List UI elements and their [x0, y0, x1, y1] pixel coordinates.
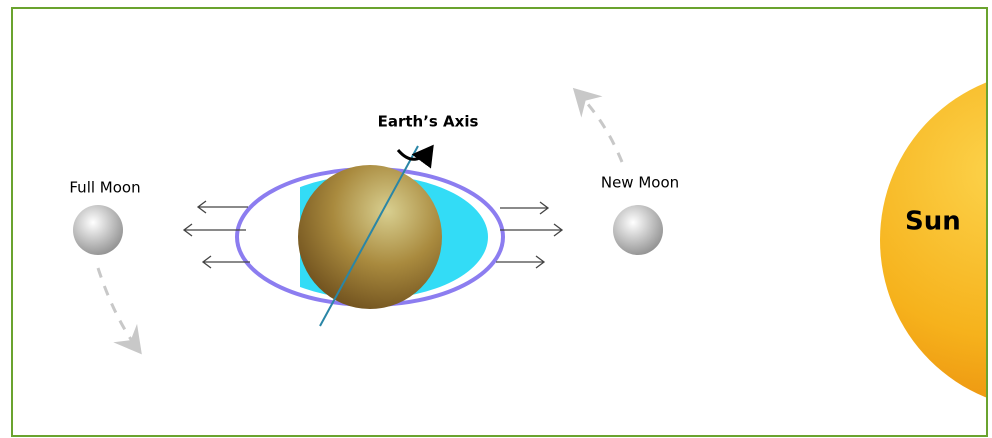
new-moon-label: New Moon	[601, 174, 679, 192]
full-moon	[73, 205, 123, 255]
new-moon	[613, 205, 663, 255]
diagram: Sun Earth’s Axis Full Moon New Moon	[0, 0, 992, 438]
axis-label: Earth’s Axis	[378, 113, 479, 131]
earth	[298, 165, 442, 309]
sun-label: Sun	[905, 207, 961, 237]
full-moon-label: Full Moon	[69, 179, 140, 197]
